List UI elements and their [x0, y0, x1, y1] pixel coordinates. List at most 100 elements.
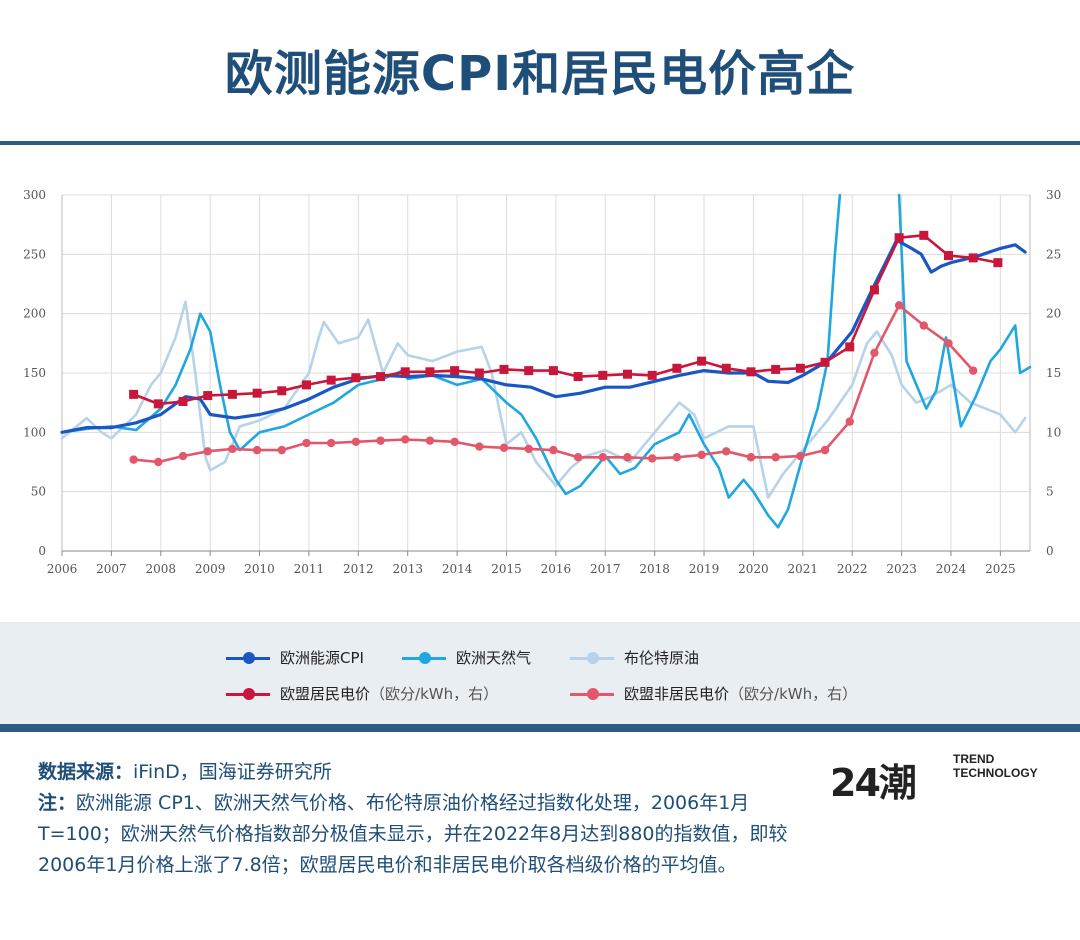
data-point [474, 368, 484, 378]
x-tick: 2008 [146, 562, 177, 576]
legend-item-household-power: 欧盟居民电价（欧分/kWh，右） [226, 684, 498, 704]
data-point [228, 444, 237, 454]
data-point [376, 372, 386, 382]
y-right-tick: 20 [1046, 307, 1061, 321]
y-left-tick: 300 [23, 188, 46, 202]
data-point [968, 253, 978, 263]
x-tick: 2009 [195, 562, 226, 576]
legend-item-nonhousehold-power: 欧盟非居民电价（欧分/kWh，右） [570, 684, 857, 704]
note-line: 注：欧洲能源 CP1、欧洲天然气价格、布伦特原油价格经过指数化处理，2006年1… [38, 788, 798, 881]
x-tick: 2011 [294, 562, 325, 576]
data-point [376, 436, 385, 445]
data-point [944, 251, 954, 261]
data-point [845, 417, 854, 426]
data-point [499, 443, 509, 452]
note-text: 欧洲能源 CP1、欧洲天然气价格、布伦特原油价格经过指数化处理，2006年1月T… [38, 792, 788, 876]
legend-item-energy-cpi: 欧洲能源CPI [226, 648, 364, 668]
data-point [647, 370, 657, 380]
legend-item-natural-gas: 欧洲天然气 [402, 648, 531, 668]
y-left-tick: 250 [23, 247, 46, 261]
x-tick: 2010 [244, 562, 275, 576]
data-point [795, 363, 805, 373]
y-right-tick: 30 [1046, 188, 1061, 202]
legend-label: 布伦特原油 [624, 649, 700, 667]
data-point [820, 357, 830, 367]
data-point [894, 301, 904, 310]
data-point [326, 375, 336, 385]
data-point [672, 363, 682, 373]
data-point [524, 366, 534, 376]
data-point [598, 453, 607, 462]
brand-logo: 24潮 TREND TECHNOLOGY [830, 752, 1060, 805]
y-right-tick: 15 [1046, 366, 1061, 380]
data-point [302, 438, 311, 448]
data-point [623, 453, 632, 462]
note-label: 注： [38, 792, 77, 814]
chart-title: 欧测能源CPI和居民电价高企 [224, 46, 856, 102]
data-point [351, 373, 361, 383]
data-point [129, 455, 138, 464]
x-tick: 2013 [392, 562, 423, 576]
y-right-tick: 5 [1046, 485, 1054, 499]
title-divider [0, 141, 1080, 145]
data-point [178, 396, 188, 406]
chart-legend: 欧洲能源CPI 欧洲天然气 布伦特原油 欧盟居民电价（欧分/kWh，右） 欧盟非… [0, 622, 1080, 725]
data-point [252, 388, 262, 398]
logo-wordmark: TREND TECHNOLOGY [953, 752, 1038, 780]
x-tick: 2019 [689, 562, 720, 576]
data-point [400, 367, 410, 377]
data-point [598, 370, 608, 380]
series-line [132, 234, 1000, 406]
legend-swatch [570, 688, 614, 700]
legend-swatch [402, 652, 446, 664]
data-point [869, 285, 879, 295]
data-point [771, 453, 780, 462]
data-point [154, 457, 163, 467]
chart-notes: 数据来源：iFinD，国海证券研究所 注：欧洲能源 CP1、欧洲天然气价格、布伦… [38, 757, 798, 881]
data-point [252, 445, 262, 455]
series-line [60, 300, 1027, 499]
data-point [499, 364, 509, 374]
legend-label: 欧洲能源CPI [280, 649, 364, 667]
logo-mark: 24潮 [830, 761, 917, 805]
data-point [820, 445, 830, 455]
data-point [203, 447, 212, 456]
legend-swatch [570, 652, 614, 664]
data-point [450, 366, 460, 376]
data-point [894, 233, 904, 243]
source-label: 数据来源： [38, 761, 134, 783]
y-left-tick: 50 [31, 485, 46, 499]
legend-item-brent-oil: 布伦特原油 [570, 648, 699, 668]
data-point [746, 453, 756, 462]
x-tick: 2022 [837, 562, 868, 576]
data-point [647, 454, 657, 463]
legend-unit: （欧分/kWh，右） [370, 685, 499, 703]
data-point [919, 321, 929, 330]
data-point [425, 436, 435, 445]
y-right-tick: 25 [1046, 247, 1061, 261]
x-tick: 2024 [936, 562, 967, 576]
series-line [60, 193, 842, 529]
data-point [153, 399, 163, 409]
data-point [721, 363, 731, 373]
x-tick: 2018 [639, 562, 670, 576]
legend-swatch [226, 688, 270, 700]
y-left-tick: 150 [23, 366, 46, 380]
series-line [60, 238, 1027, 434]
data-point [722, 447, 731, 456]
data-point [796, 451, 805, 461]
y-left-tick: 100 [23, 425, 46, 439]
x-tick: 2006 [47, 562, 78, 576]
legend-label: 欧洲天然气 [456, 649, 532, 667]
data-point [548, 366, 558, 376]
data-point [573, 453, 583, 462]
chart-grid [61, 194, 1031, 556]
legend-unit: （欧分/kWh，右） [729, 685, 858, 703]
x-tick: 2016 [541, 562, 572, 576]
x-tick: 2007 [96, 562, 127, 576]
x-tick: 2012 [343, 562, 374, 576]
x-tick: 2025 [985, 562, 1016, 576]
x-tick: 2017 [590, 562, 621, 576]
legend-label: 欧盟非居民电价 [624, 685, 730, 703]
data-point [425, 367, 435, 377]
